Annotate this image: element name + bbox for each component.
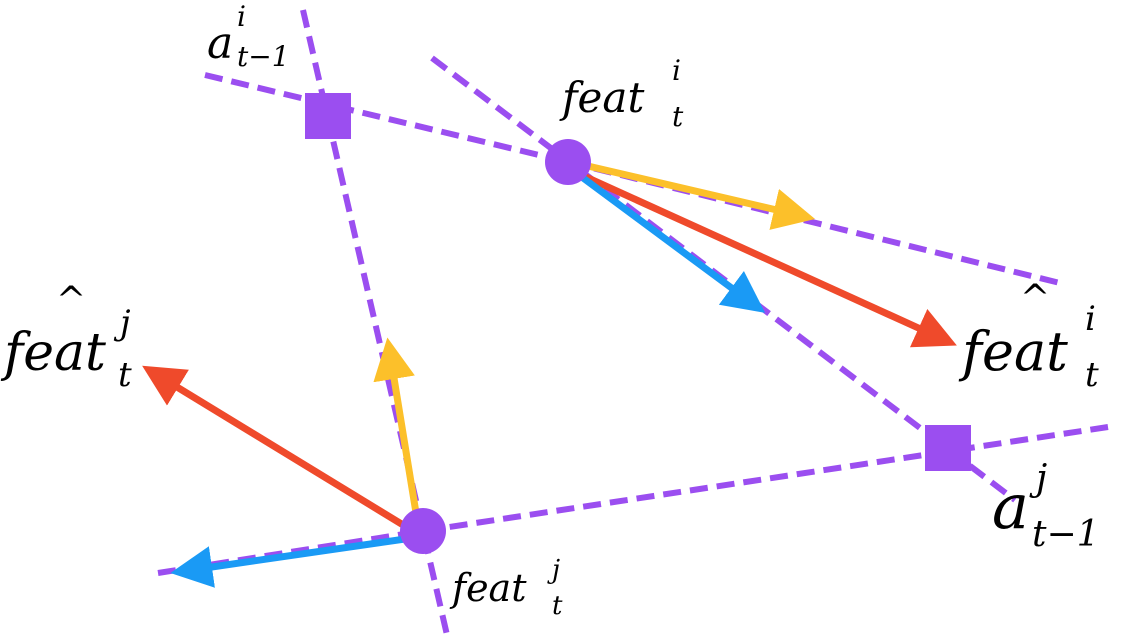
feat-i-node: [545, 139, 591, 185]
dashed-line-bottom-left: [157, 528, 424, 576]
svg-text:i: i: [672, 54, 681, 87]
svg-text:t−1: t−1: [1032, 514, 1100, 555]
feat-j-node: [400, 508, 446, 554]
label-feat-j: feat j t: [449, 555, 563, 621]
feat-i-red-arrow: [573, 168, 957, 348]
svg-text:i: i: [237, 0, 246, 33]
svg-text:feat: feat: [958, 320, 1068, 383]
feat-i-yellow-arrow: [574, 159, 816, 230]
feat-j-yellow-arrow: [373, 337, 422, 526]
label-feat-i: feat i t: [559, 54, 684, 133]
svg-text:t: t: [1085, 355, 1099, 395]
svg-text:feat: feat: [559, 73, 644, 122]
svg-text:t−1: t−1: [237, 40, 290, 73]
svg-text:j: j: [547, 555, 560, 585]
label-feat-pred-j: ^ feat j t: [0, 280, 132, 395]
label-a-prev-j: a j t−1: [992, 458, 1100, 555]
svg-text:a: a: [992, 470, 1029, 543]
label-feat-pred-i: ^ feat i t: [958, 278, 1099, 395]
svg-text:^: ^: [1020, 278, 1050, 319]
label-a-prev-i: a i t−1: [207, 0, 290, 73]
feat-i-blue-arrow: [572, 169, 766, 313]
svg-text:t: t: [672, 100, 684, 133]
a-prev-j-node: [925, 425, 971, 471]
svg-text:j: j: [1029, 458, 1047, 499]
dashed-line-top-left: [204, 72, 569, 165]
svg-text:t: t: [118, 355, 132, 395]
svg-text:a: a: [207, 18, 233, 69]
svg-text:feat: feat: [449, 566, 527, 610]
svg-text:i: i: [1085, 299, 1096, 339]
dashed-line-bottom: [422, 424, 1109, 534]
svg-text:j: j: [113, 303, 131, 343]
feat-j-blue-arrow: [170, 534, 413, 588]
feat-j-red-arrow: [142, 365, 415, 534]
svg-text:^: ^: [56, 280, 86, 321]
a-prev-i-node: [305, 93, 351, 139]
svg-text:feat: feat: [0, 323, 106, 383]
svg-text:t: t: [552, 591, 563, 621]
